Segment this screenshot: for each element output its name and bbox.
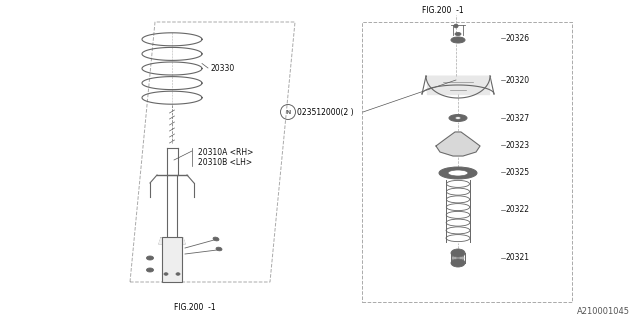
Ellipse shape bbox=[451, 259, 465, 267]
Ellipse shape bbox=[176, 273, 180, 275]
Ellipse shape bbox=[451, 37, 465, 43]
Text: 20310A <RH>: 20310A <RH> bbox=[198, 148, 253, 156]
Text: N: N bbox=[285, 109, 291, 115]
Text: 20323: 20323 bbox=[505, 140, 529, 149]
Ellipse shape bbox=[448, 170, 468, 176]
Text: 20326: 20326 bbox=[505, 34, 529, 43]
Bar bbox=[162, 237, 182, 282]
Polygon shape bbox=[436, 132, 480, 156]
Text: FIG.200  -1: FIG.200 -1 bbox=[422, 5, 463, 14]
Text: 20327: 20327 bbox=[505, 114, 529, 123]
Text: FIG.200  -1: FIG.200 -1 bbox=[174, 303, 216, 313]
Text: A210001045: A210001045 bbox=[577, 308, 630, 316]
Text: 20310B <LH>: 20310B <LH> bbox=[198, 157, 252, 166]
Ellipse shape bbox=[449, 115, 467, 122]
Text: 20321: 20321 bbox=[505, 253, 529, 262]
Text: 20322: 20322 bbox=[505, 205, 529, 214]
Ellipse shape bbox=[216, 247, 222, 251]
Text: 20330: 20330 bbox=[210, 63, 234, 73]
Polygon shape bbox=[159, 238, 185, 260]
Text: 023512000(2 ): 023512000(2 ) bbox=[297, 108, 354, 116]
Ellipse shape bbox=[439, 167, 477, 179]
Text: 20320: 20320 bbox=[505, 76, 529, 84]
Ellipse shape bbox=[164, 273, 168, 275]
Ellipse shape bbox=[455, 117, 461, 119]
Ellipse shape bbox=[147, 256, 154, 260]
Ellipse shape bbox=[147, 268, 154, 272]
Ellipse shape bbox=[213, 237, 219, 241]
Text: 20325: 20325 bbox=[505, 167, 529, 177]
Ellipse shape bbox=[455, 33, 461, 36]
Ellipse shape bbox=[451, 249, 465, 257]
Ellipse shape bbox=[454, 24, 458, 28]
